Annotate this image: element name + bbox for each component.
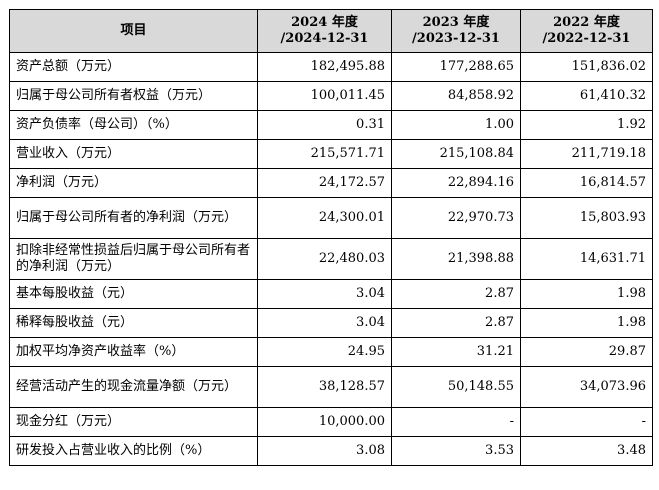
row-value-2024: 3.04 bbox=[257, 279, 392, 309]
header-2024: 2024 年度 /2024-12-31 bbox=[257, 9, 392, 53]
header-2023: 2023 年度 /2023-12-31 bbox=[391, 9, 521, 53]
row-value-2022: 151,836.02 bbox=[520, 52, 653, 82]
table-row: 加权平均净资产收益率（%） 24.95 31.21 29.87 bbox=[9, 337, 653, 367]
header-2024-year: 2024 年度 bbox=[291, 15, 358, 30]
row-value-2024: 3.08 bbox=[257, 436, 392, 466]
row-value-2023: 1.00 bbox=[391, 110, 521, 140]
row-value-2024: 182,495.88 bbox=[257, 52, 392, 82]
row-value-2024: 3.04 bbox=[257, 308, 392, 338]
header-2023-date: /2023-12-31 bbox=[412, 31, 500, 46]
table-row: 经营活动产生的现金流量净额（万元） 38,128.57 50,148.55 34… bbox=[9, 366, 653, 408]
row-value-2023: 177,288.65 bbox=[391, 52, 521, 82]
table-row: 资产总额（万元） 182,495.88 177,288.65 151,836.0… bbox=[9, 52, 653, 82]
row-value-2024: 215,571.71 bbox=[257, 139, 392, 169]
header-2022: 2022 年度 /2022-12-31 bbox=[520, 9, 653, 53]
row-item-label: 研发投入占营业收入的比例（%） bbox=[9, 436, 258, 466]
row-value-2022: 61,410.32 bbox=[520, 81, 653, 111]
table-row: 稀释每股收益（元） 3.04 2.87 1.98 bbox=[9, 308, 653, 338]
table-row: 归属于母公司所有者权益（万元） 100,011.45 84,858.92 61,… bbox=[9, 81, 653, 111]
row-value-2023: 2.87 bbox=[391, 279, 521, 309]
row-item-label: 资产总额（万元） bbox=[9, 52, 258, 82]
row-value-2024: 100,011.45 bbox=[257, 81, 392, 111]
row-value-2023: 2.87 bbox=[391, 308, 521, 338]
financial-summary-table-container: 项目 2024 年度 /2024-12-31 2023 年度 /2023-12-… bbox=[9, 9, 653, 466]
row-item-label: 扣除非经常性损益后归属于母公司所有者的净利润（万元） bbox=[9, 238, 258, 280]
row-item-label: 稀释每股收益（元） bbox=[9, 308, 258, 338]
row-value-2023: 31.21 bbox=[391, 337, 521, 367]
row-value-2023: 50,148.55 bbox=[391, 366, 521, 408]
row-value-2022: 15,803.93 bbox=[520, 197, 653, 239]
row-value-2024: 24.95 bbox=[257, 337, 392, 367]
table-header-row: 项目 2024 年度 /2024-12-31 2023 年度 /2023-12-… bbox=[9, 9, 653, 53]
row-value-2024: 24,172.57 bbox=[257, 168, 392, 198]
table-row: 基本每股收益（元） 3.04 2.87 1.98 bbox=[9, 279, 653, 309]
row-value-2024: 22,480.03 bbox=[257, 238, 392, 280]
table-row: 营业收入（万元） 215,571.71 215,108.84 211,719.1… bbox=[9, 139, 653, 169]
row-item-label: 经营活动产生的现金流量净额（万元） bbox=[9, 366, 258, 408]
row-item-label: 现金分红（万元） bbox=[9, 407, 258, 437]
header-2024-date: /2024-12-31 bbox=[280, 31, 369, 46]
row-value-2023: - bbox=[391, 407, 521, 437]
row-item-label: 营业收入（万元） bbox=[9, 139, 258, 169]
row-value-2022: 14,631.71 bbox=[520, 238, 653, 280]
row-value-2022: 29.87 bbox=[520, 337, 653, 367]
header-2022-year: 2022 年度 bbox=[553, 15, 620, 30]
row-value-2023: 22,894.16 bbox=[391, 168, 521, 198]
row-item-label: 加权平均净资产收益率（%） bbox=[9, 337, 258, 367]
row-item-label: 资产负债率（母公司）（%） bbox=[9, 110, 258, 140]
table-row: 净利润（万元） 24,172.57 22,894.16 16,814.57 bbox=[9, 168, 653, 198]
header-2023-year: 2023 年度 bbox=[422, 15, 490, 30]
row-value-2022: 1.98 bbox=[520, 308, 653, 338]
header-item-label: 项目 bbox=[120, 23, 147, 38]
row-value-2024: 24,300.01 bbox=[257, 197, 392, 239]
row-value-2022: 1.98 bbox=[520, 279, 653, 309]
row-value-2022: 16,814.57 bbox=[520, 168, 653, 198]
row-value-2024: 0.31 bbox=[257, 110, 392, 140]
row-item-label: 归属于母公司所有者的净利润（万元） bbox=[9, 197, 258, 239]
row-value-2023: 3.53 bbox=[391, 436, 521, 466]
row-item-label: 净利润（万元） bbox=[9, 168, 258, 198]
row-value-2023: 21,398.88 bbox=[391, 238, 521, 280]
row-value-2022: - bbox=[520, 407, 653, 437]
row-value-2022: 34,073.96 bbox=[520, 366, 653, 408]
row-value-2022: 3.48 bbox=[520, 436, 653, 466]
row-value-2024: 38,128.57 bbox=[257, 366, 392, 408]
row-value-2023: 22,970.73 bbox=[391, 197, 521, 239]
table-row: 扣除非经常性损益后归属于母公司所有者的净利润（万元） 22,480.03 21,… bbox=[9, 238, 653, 280]
table-row: 归属于母公司所有者的净利润（万元） 24,300.01 22,970.73 15… bbox=[9, 197, 653, 239]
row-item-label: 归属于母公司所有者权益（万元） bbox=[9, 81, 258, 111]
row-value-2024: 10,000.00 bbox=[257, 407, 392, 437]
table-row: 资产负债率（母公司）（%） 0.31 1.00 1.92 bbox=[9, 110, 653, 140]
row-value-2023: 84,858.92 bbox=[391, 81, 521, 111]
row-item-label: 基本每股收益（元） bbox=[9, 279, 258, 309]
row-value-2022: 1.92 bbox=[520, 110, 653, 140]
table-row: 研发投入占营业收入的比例（%） 3.08 3.53 3.48 bbox=[9, 436, 653, 466]
table-row: 现金分红（万元） 10,000.00 - - bbox=[9, 407, 653, 437]
header-2022-date: /2022-12-31 bbox=[542, 31, 631, 46]
header-item: 项目 bbox=[9, 9, 258, 53]
row-value-2023: 215,108.84 bbox=[391, 139, 521, 169]
row-value-2022: 211,719.18 bbox=[520, 139, 653, 169]
financial-summary-table: 项目 2024 年度 /2024-12-31 2023 年度 /2023-12-… bbox=[9, 9, 653, 466]
